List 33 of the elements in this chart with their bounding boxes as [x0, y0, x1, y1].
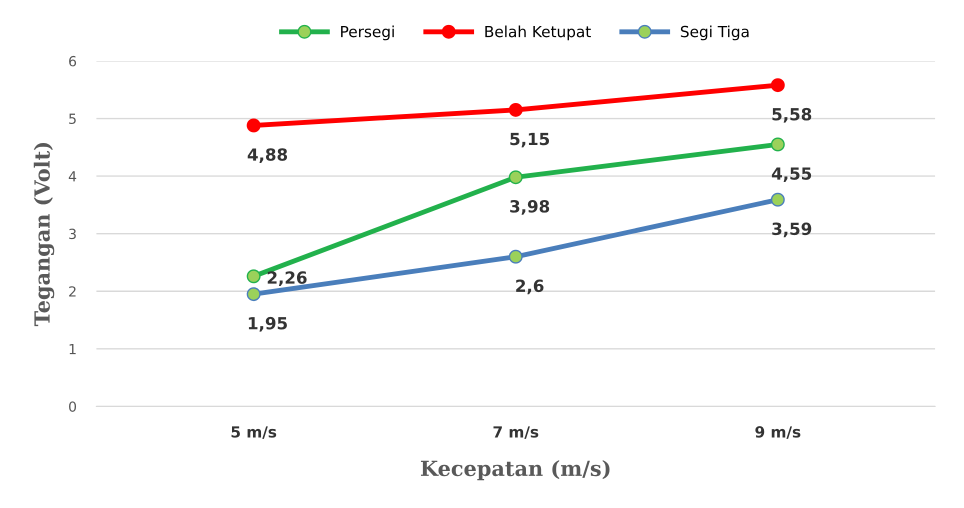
- point: [770, 78, 785, 92]
- point: [246, 287, 261, 302]
- y-tick-label: 1: [70, 344, 76, 354]
- point: [508, 250, 523, 264]
- legend-label: Persegi: [341, 26, 394, 40]
- y-tick-label: 4: [68, 171, 76, 182]
- data-label: 4,88: [248, 148, 288, 163]
- x-tick-label: 9 m/s: [755, 426, 800, 439]
- point: [246, 269, 261, 284]
- y-tick-label: 6: [69, 56, 76, 66]
- y-tick-label: 2: [69, 286, 76, 297]
- legend-label: Segi Tiga: [680, 26, 749, 40]
- data-label: 2,6: [516, 279, 544, 294]
- y-tick-label: 3: [69, 228, 76, 240]
- data-label: 5,58: [772, 108, 812, 123]
- data-label: 4,55: [772, 167, 812, 182]
- point: [508, 102, 523, 117]
- point: [246, 118, 261, 132]
- data-label: 1,95: [248, 316, 287, 332]
- legend-label: Belah Ketupat: [485, 26, 591, 40]
- point: [770, 137, 785, 152]
- data-label: 2,26: [268, 271, 307, 286]
- y-tick-label: 5: [69, 114, 76, 124]
- point: [508, 170, 523, 184]
- data-label: 5,15: [510, 132, 550, 148]
- data-label: 3,98: [510, 200, 550, 215]
- x-axis-title: Kecepatan (m/s): [420, 460, 610, 480]
- point: [770, 192, 785, 207]
- data-label: 3,59: [772, 222, 812, 238]
- x-tick-label: 5 m/s: [232, 426, 276, 439]
- y-tick-label: 0: [69, 401, 76, 412]
- y-axis-title: Tegangan (Volt): [34, 142, 54, 326]
- x-tick-label: 7 m/s: [493, 426, 538, 439]
